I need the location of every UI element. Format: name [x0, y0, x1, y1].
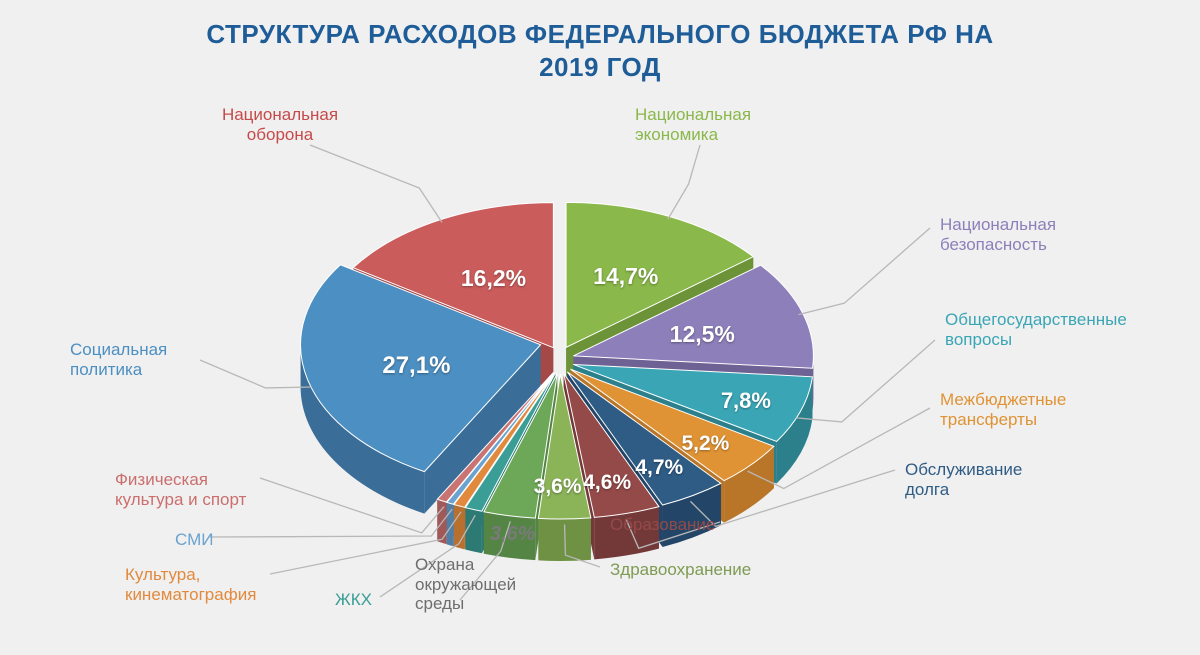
callout-line	[668, 145, 700, 219]
pie-svg	[0, 70, 1200, 655]
callout-line	[200, 360, 312, 388]
pie-chart: 16,2%Национальная оборона27,1%Социальная…	[0, 70, 1200, 655]
slice-side	[484, 512, 535, 560]
callout-line	[310, 145, 442, 223]
callout-line	[796, 340, 935, 422]
callout-line	[210, 509, 452, 537]
slice-side	[465, 508, 481, 554]
callout-line	[798, 228, 930, 315]
